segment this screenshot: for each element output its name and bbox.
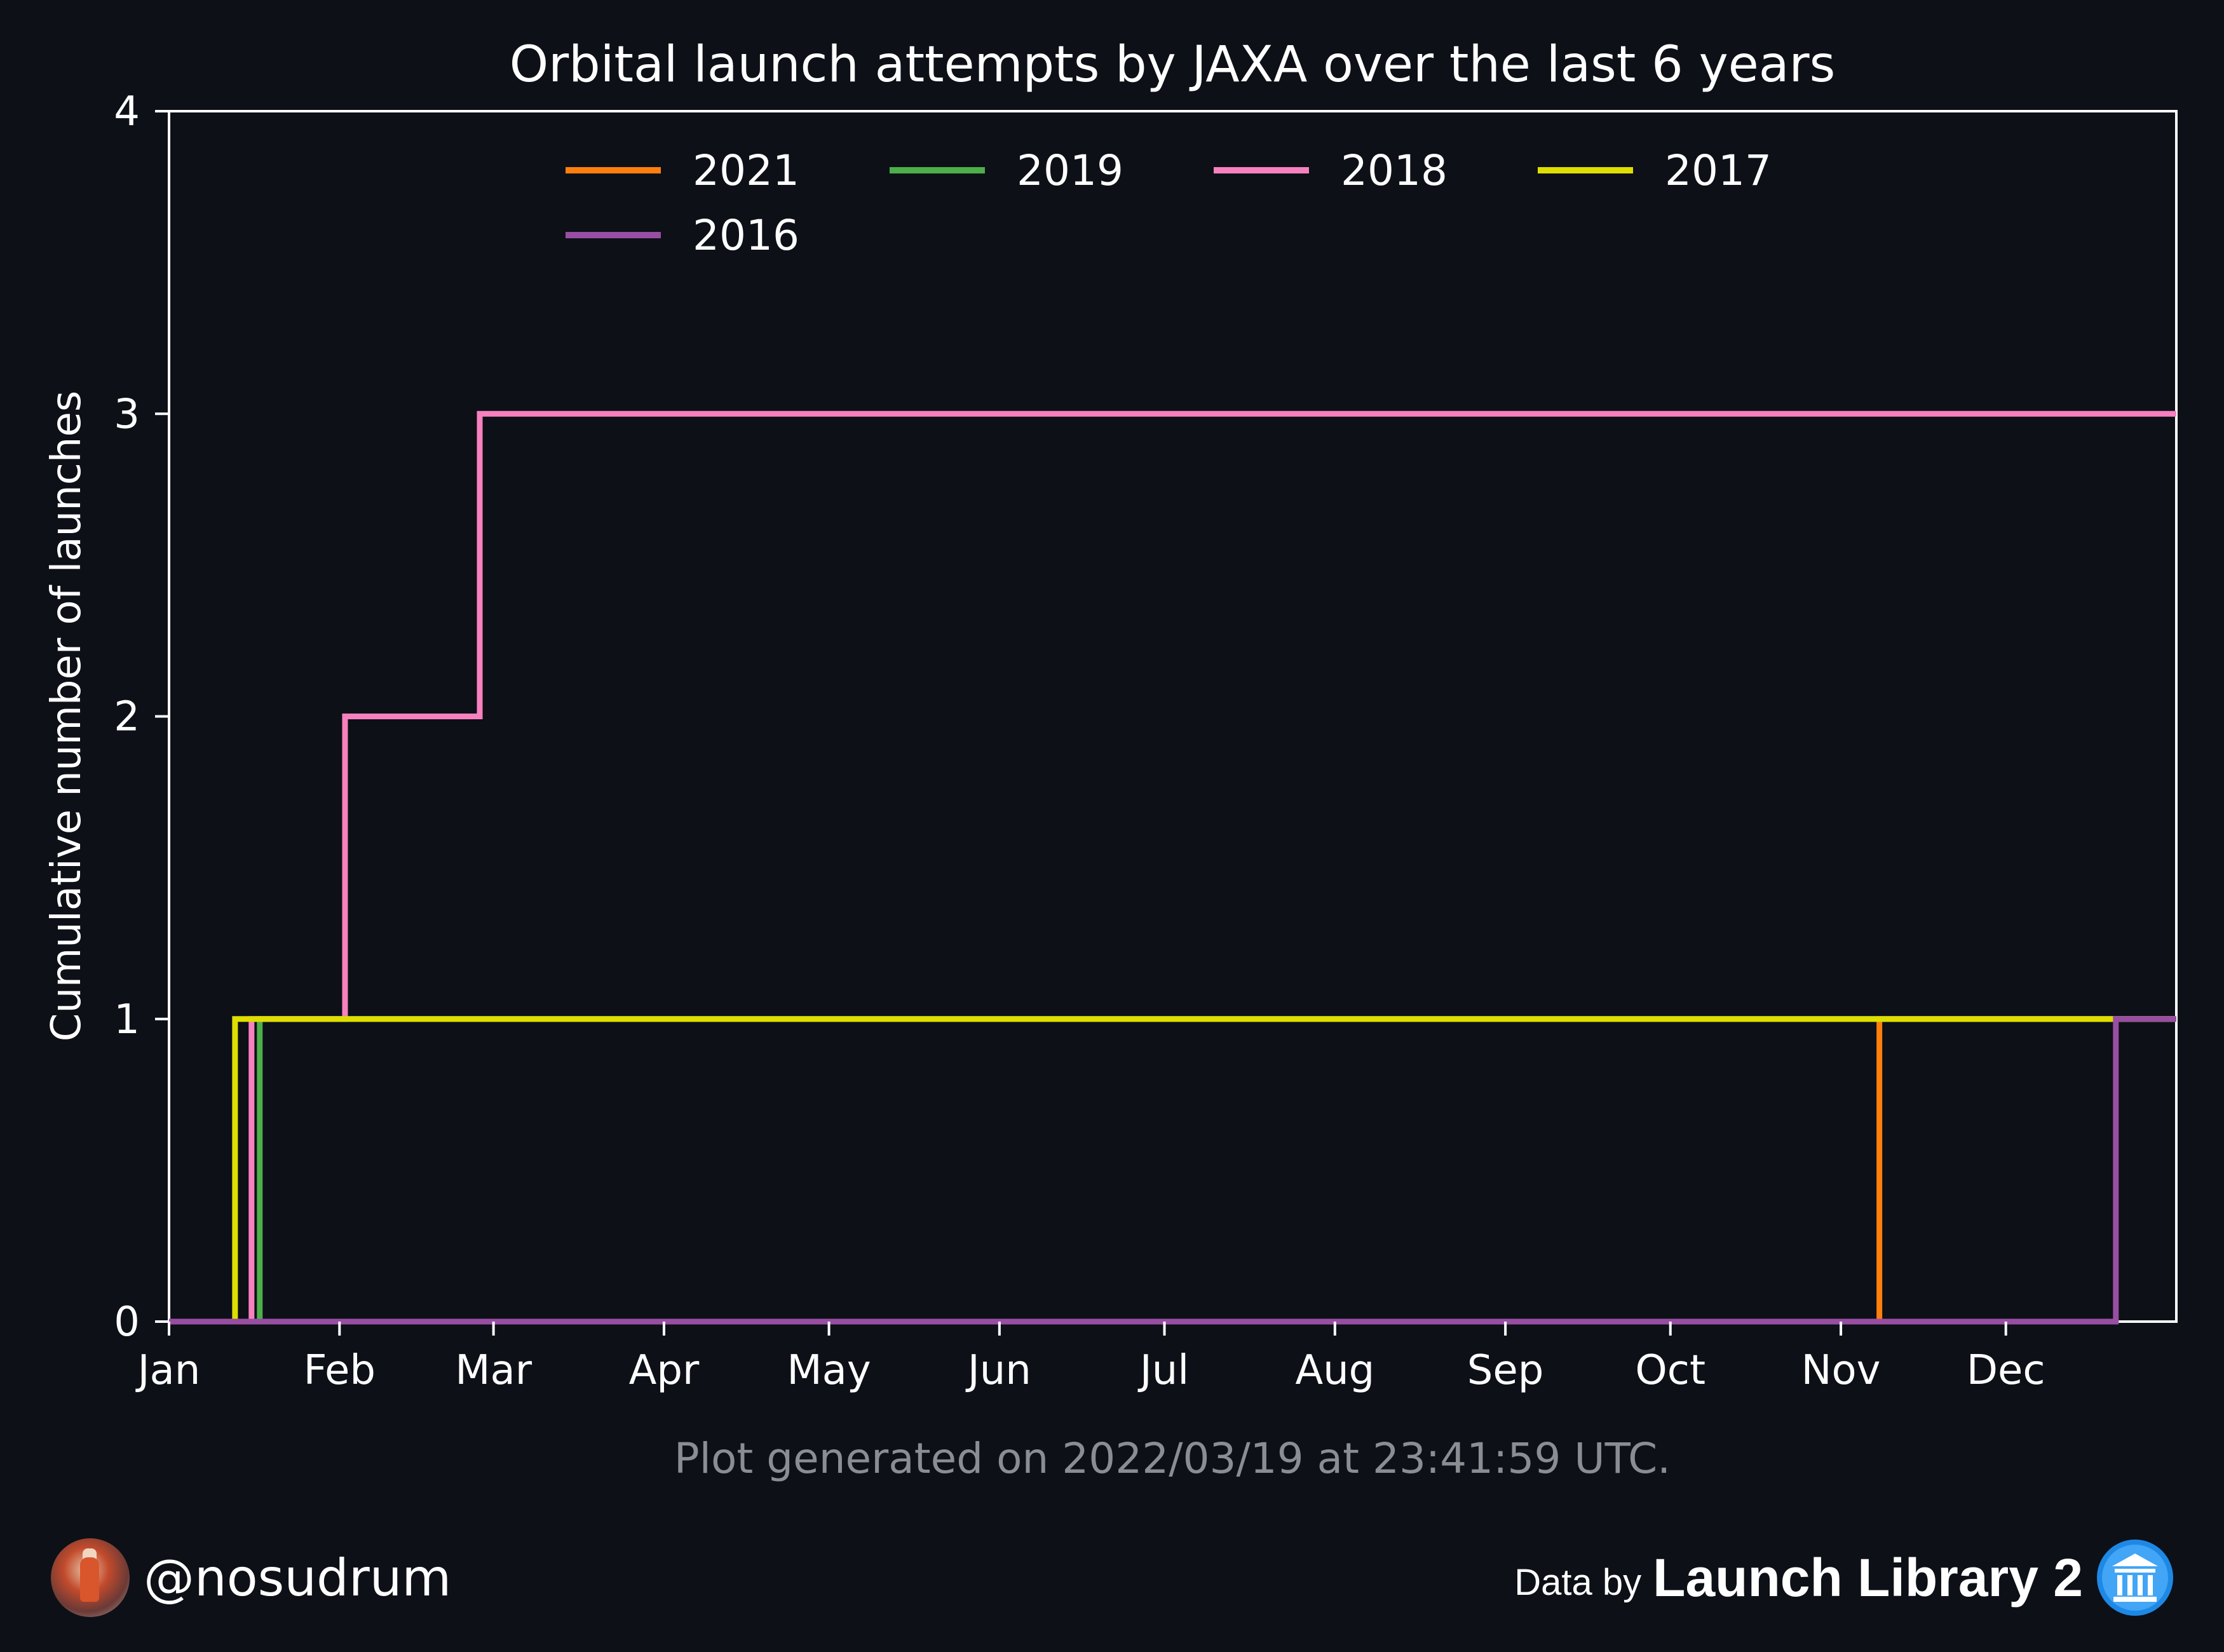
chart-title: Orbital launch attempts by JAXA over the… — [510, 36, 1836, 93]
avatar — [51, 1538, 130, 1617]
legend-label: 2016 — [693, 211, 799, 260]
x-tick-label: Aug — [1295, 1347, 1374, 1394]
launch-library-logo-icon — [2097, 1540, 2173, 1616]
y-tick-label: 4 — [114, 88, 140, 135]
data-source: Data by Launch Library 2 — [1514, 1536, 2176, 1619]
series-line-2018 — [169, 410, 2176, 1325]
footnote: Plot generated on 2022/03/19 at 23:41:59… — [674, 1434, 1671, 1483]
author-credit: @nosudrum — [51, 1536, 451, 1619]
legend-item-2016: 2016 — [566, 211, 799, 260]
series-layer — [169, 410, 2176, 1325]
x-tick-label: Sep — [1467, 1347, 1544, 1394]
author-handle: @nosudrum — [144, 1548, 452, 1608]
legend-label: 2018 — [1341, 146, 1448, 195]
y-tick-label: 2 — [114, 694, 140, 741]
legend-item-2019: 2019 — [890, 146, 1123, 195]
y-axis: 0 1 2 3 4 — [114, 88, 169, 1346]
series-line-2016 — [169, 1016, 2176, 1325]
legend: 2021 2019 2018 2017 2016 — [566, 146, 1772, 260]
legend-item-2021: 2021 — [566, 146, 799, 195]
y-axis-label: Cumulative number of launches — [43, 391, 90, 1041]
legend-label: 2021 — [693, 146, 799, 195]
x-tick-label: Feb — [304, 1347, 376, 1394]
x-tick-label: May — [787, 1347, 871, 1394]
x-axis: Jan Feb Mar Apr May Jun Jul Aug Sep Oct Nov Dec — [135, 1322, 2045, 1394]
legend-item-2017: 2017 — [1538, 146, 1772, 195]
x-tick-label: Jul — [1137, 1347, 1189, 1394]
data-source-prefix: Data by — [1514, 1561, 1642, 1603]
x-tick-label: Nov — [1801, 1347, 1881, 1394]
legend-label: 2017 — [1665, 146, 1772, 195]
x-tick-label: Oct — [1635, 1347, 1705, 1394]
legend-label: 2019 — [1017, 146, 1123, 195]
y-tick-label: 3 — [114, 391, 140, 438]
x-tick-label: Jun — [965, 1347, 1031, 1394]
data-source-name: Launch Library 2 — [1653, 1547, 2083, 1608]
x-tick-label: Apr — [629, 1347, 700, 1394]
y-tick-label: 0 — [114, 1299, 140, 1346]
x-tick-label: Jan — [135, 1347, 201, 1394]
x-tick-label: Dec — [1967, 1347, 2045, 1394]
legend-item-2018: 2018 — [1214, 146, 1448, 195]
y-tick-label: 1 — [114, 996, 140, 1043]
plot-frame — [168, 110, 2178, 1323]
x-tick-label: Mar — [455, 1347, 532, 1394]
